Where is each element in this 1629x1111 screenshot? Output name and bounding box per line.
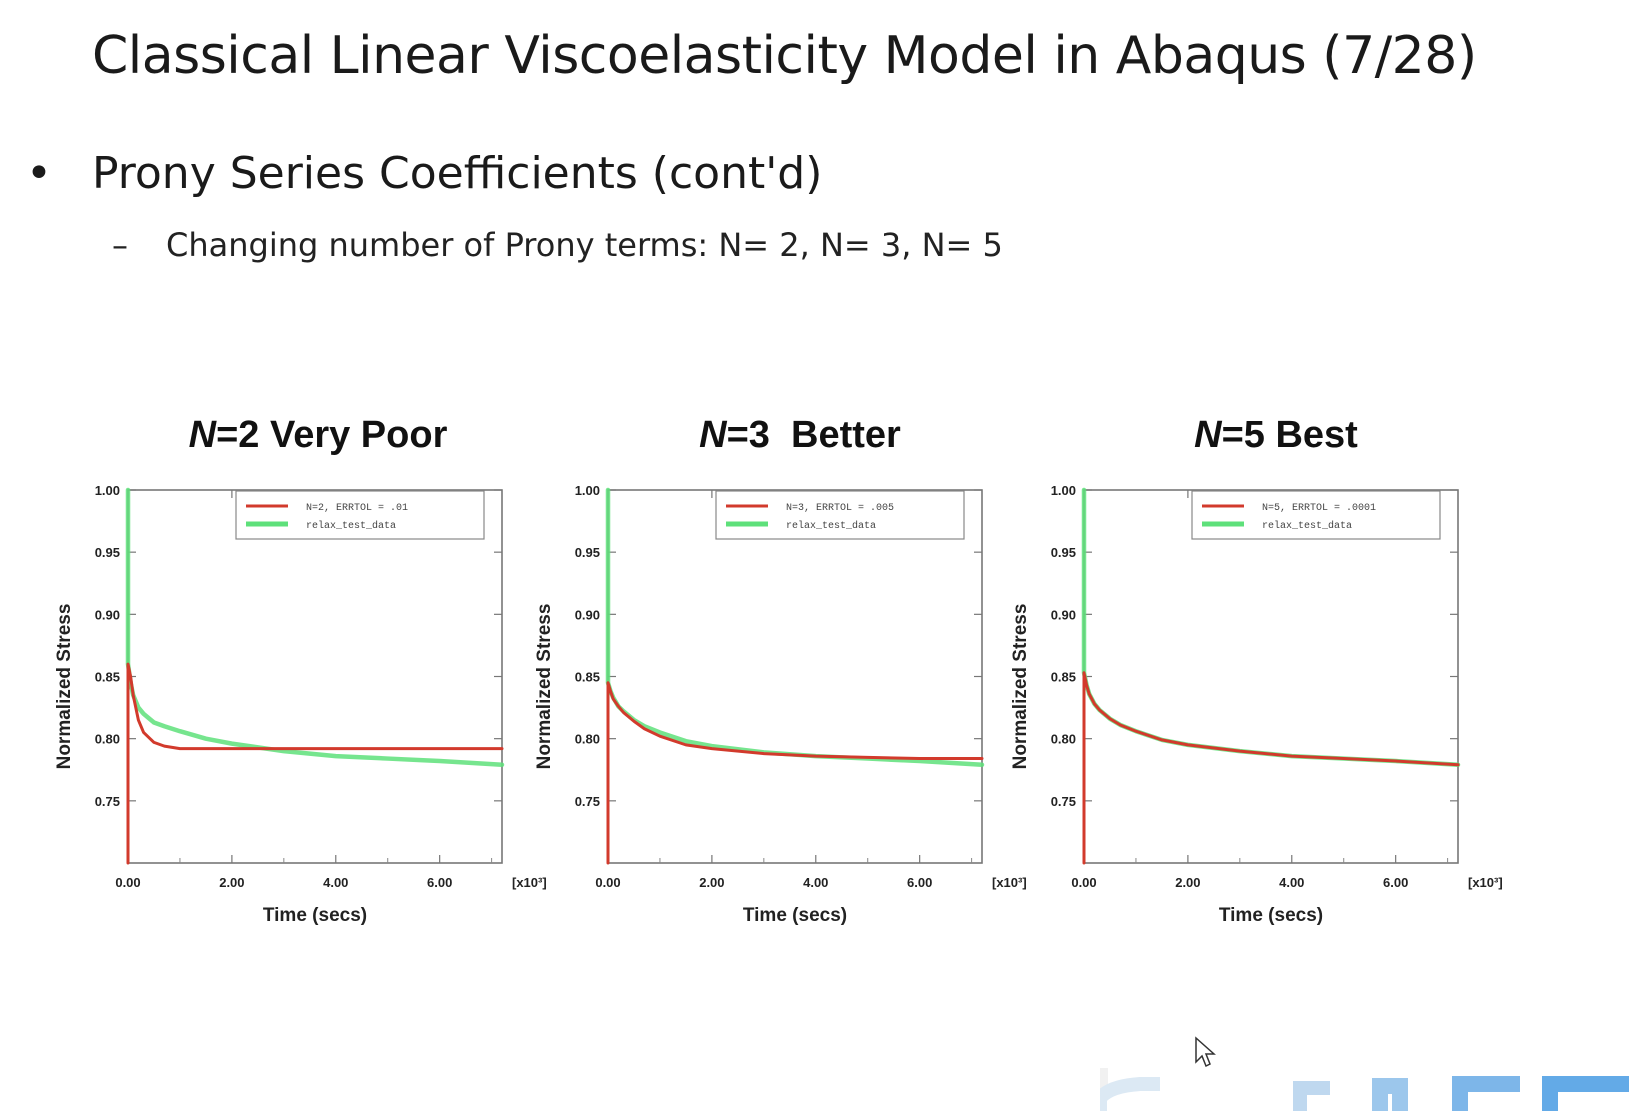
y-tick-label: 1.00 [1051,483,1076,498]
y-tick-label: 0.90 [1051,607,1076,622]
x-tick-label: 4.00 [803,875,828,890]
legend-label: relax_test_data [306,520,396,532]
logo-shape [1100,1068,1629,1111]
y-tick-label: 0.95 [575,545,600,560]
x-axis-label: Time (secs) [1219,905,1323,926]
mouse-cursor-icon [1195,1036,1216,1068]
y-axis-label: Normalized Stress [1010,604,1031,770]
x-tick-label: 4.00 [1279,875,1304,890]
x-tick-label: 4.00 [323,875,348,890]
x-tick-label: 6.00 [427,875,452,890]
legend-label: relax_test_data [1262,520,1352,532]
chart-title-n3: N=3 Better [699,414,901,456]
series-line-fit [606,681,984,865]
y-tick-label: 0.85 [95,670,120,685]
y-tick-label: 0.85 [1051,670,1076,685]
sub-bullet-text: Changing number of Prony terms: N= 2, N=… [166,226,1003,264]
legend-label: N=3, ERRTOL = .005 [786,503,894,514]
y-tick-label: 1.00 [95,483,120,498]
y-tick-label: 0.95 [1051,545,1076,560]
legend-label: N=5, ERRTOL = .0001 [1262,503,1376,514]
legend-box [235,490,485,540]
plot-frame [607,489,983,864]
x-axis-label: Time (secs) [263,905,367,926]
y-tick-label: 0.85 [575,670,600,685]
chart-n5: 1.00 0.95 0.90 0.85 0.80 0.75 0.00 2.00 4.00 6.00… [1010,483,1503,926]
legend: N=2, ERRTOL = .01 relax_test_data [235,490,485,540]
sub-bullet-dash: – [112,226,128,264]
y-tick-label: 0.90 [95,607,120,622]
legend-label: N=2, ERRTOL = .01 [306,503,408,514]
y-tick-label: 0.90 [575,607,600,622]
x-tick-label: 0.00 [595,875,620,890]
legend-box [1191,490,1441,540]
bullet-text: Prony Series Coefficients (cont'd) [92,148,823,199]
y-axis-label: Normalized Stress [534,604,555,770]
x-tick-label: 2.00 [219,875,244,890]
x-tick-label: 2.00 [1175,875,1200,890]
y-tick-label: 1.00 [575,483,600,498]
y-tick-label: 0.80 [1051,732,1076,747]
y-tick-label: 0.75 [95,794,120,809]
legend-label: relax_test_data [786,520,876,532]
x-multiplier: [x10³] [992,875,1027,890]
x-multiplier: [x10³] [1468,875,1503,890]
y-axis-label: Normalized Stress [54,604,75,770]
chart-n3: 1.00 0.95 0.90 0.85 0.80 0.75 0.00 2.00 4.00 6.00… [534,483,1027,926]
chart-n2: 1.00 0.95 0.90 0.85 0.80 0.75 0.00 2.00 4.00 6.00… [54,483,547,926]
x-axis-label: Time (secs) [743,905,847,926]
plot-frame [1083,489,1459,864]
y-tick-label: 0.75 [1051,794,1076,809]
x-tick-label: 0.00 [115,875,140,890]
legend-box [715,490,965,540]
sub-bullet-item: – Changing number of Prony terms: N= 2, N… [112,226,1003,264]
plot-frame [127,489,503,864]
slide-title: Classical Linear Viscoelasticity Model i… [92,26,1477,86]
x-tick-label: 0.00 [1071,875,1096,890]
x-multiplier: [x10³] [512,875,547,890]
partial-logo [1100,1068,1629,1111]
bullet-dot: • [26,148,52,199]
y-tick-label: 0.75 [575,794,600,809]
y-tick-label: 0.80 [95,732,120,747]
y-tick-label: 0.95 [95,545,120,560]
x-tick-label: 6.00 [907,875,932,890]
bullet-item: • Prony Series Coefficients (cont'd) [26,148,822,199]
legend: N=5, ERRTOL = .0001 relax_test_data [1191,490,1441,540]
chart-title-n5: N=5 Best [1194,414,1358,456]
y-tick-label: 0.80 [575,732,600,747]
x-tick-label: 6.00 [1383,875,1408,890]
series-line-fit [1082,671,1460,865]
chart-title-n2: N=2 Very Poor [188,414,448,456]
x-tick-label: 2.00 [699,875,724,890]
series-line-fit [126,662,504,865]
legend: N=3, ERRTOL = .005 relax_test_data [715,490,965,540]
